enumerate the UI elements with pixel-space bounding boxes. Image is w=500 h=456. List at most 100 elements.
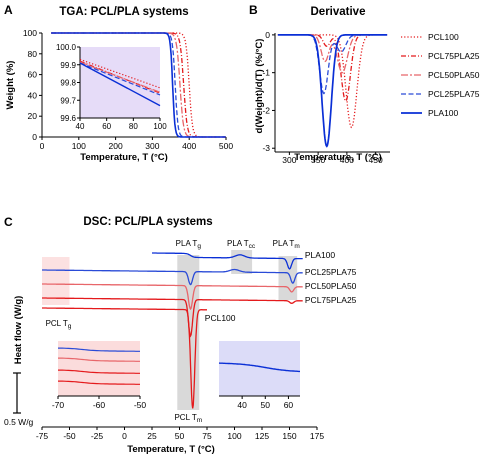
dsc-inset-right-series-PLA100 (218, 362, 300, 373)
legend-label-PCL25PLA75: PCL25PLA75 (428, 89, 480, 99)
scale-bar-label: 0.5 W/g (4, 417, 34, 427)
dsc-label-PCL25PLA75: PCL25PLA75 (305, 267, 357, 277)
panel-a-xtick-label: 200 (109, 141, 123, 151)
annotation-pla-tg: PLA Tg (176, 239, 202, 250)
panel-c-ylabel: Heat flow (W/g) (13, 296, 24, 365)
tga-inset-series-PCL100 (79, 58, 161, 89)
annotation-pcl-tm: PCL Tm (174, 413, 202, 424)
legend-label-PCL100: PCL100 (428, 32, 459, 42)
dsc-series-PCL50PLA50 (42, 283, 303, 311)
annotation-pcl-tg: PCL Tg (46, 319, 72, 330)
panel-b-legend: PCL100 PCL75PLA25 PCL50PLA50 PCL25PLA75 PLA1… (401, 32, 480, 118)
panel-c-xtick-label: 0 (122, 431, 127, 441)
dsc-inset-left-xtick-label: -70 (52, 400, 65, 410)
dsc-inset-right-xtick-label: 50 (261, 400, 271, 410)
dsc-series-PCL100 (42, 307, 207, 409)
tga-inset-ytick-label: 99.6 (60, 114, 76, 123)
panel-b-title: Derivative (311, 6, 366, 18)
panel-c-xtick-label: 25 (147, 431, 157, 441)
dsc-inset-left-series (58, 380, 140, 385)
dtg-series-PCL75PLA25 (277, 34, 388, 102)
dsc-label-PCL100: PCL100 (205, 313, 236, 323)
panel-a-title: TGA: PCL/PLA systems (59, 6, 188, 18)
tga-inset-ytick-label: 100.0 (56, 43, 77, 52)
tga-inset-xtick-label: 80 (129, 122, 138, 131)
panel-a-xtick-label: 400 (182, 141, 196, 151)
panel-c-xtick-label: -50 (63, 431, 76, 441)
dsc-inset-right-xtick-label: 60 (284, 400, 294, 410)
dsc-inset-right-xtick-label: 40 (237, 400, 247, 410)
panel-c-xtick-label: -25 (91, 431, 104, 441)
panel-b-series (277, 34, 388, 148)
tga-inset-series-PCL25PLA75 (79, 62, 161, 96)
tga-inset-xtick-label: 60 (102, 122, 111, 131)
annotation-pla-tm: PLA Tm (273, 239, 300, 250)
dsc-inset-left-series (58, 369, 140, 374)
dtg-series-PCL50PLA50 (277, 34, 388, 74)
pla-tm-band (278, 256, 298, 300)
dsc-inset-left-xtick-label: -60 (93, 400, 106, 410)
panel-a-xtick-label: 0 (40, 141, 45, 151)
panel-a-xlabel: Temperature, T (°C) (80, 152, 168, 163)
panel-a-xtick-label: 300 (145, 141, 159, 151)
dsc-inset-right-background (219, 341, 300, 396)
panel-c-xtick-label: 100 (227, 431, 241, 441)
panel-b-ytick-label: -2 (262, 105, 270, 115)
panel-c-xtick-label: 150 (282, 431, 296, 441)
panel-a-inset: 40 60 80 100 99.6 99.7 99.8 99.9 100.0 (56, 43, 167, 131)
panel-a-ytick-label: 100 (23, 28, 37, 38)
dsc-series-PCL75PLA25 (42, 297, 303, 338)
panel-c-xtick-label: 50 (175, 431, 185, 441)
panel-c-xtick-label: 75 (202, 431, 212, 441)
panel-b-xtick-label: 400 (340, 155, 354, 165)
panel-b-axes: 300 350 400 450 0 -1 -2 -3 (262, 30, 390, 165)
panel-a-ytick-label: 80 (28, 49, 38, 59)
tga-inset-xtick-label: 40 (76, 122, 85, 131)
dsc-series-PCL25PLA75 (42, 268, 303, 286)
dsc-series-PLA100 (152, 252, 303, 270)
panel-a-ytick-label: 60 (28, 70, 38, 80)
legend-label-PCL75PLA25: PCL75PLA25 (428, 51, 480, 61)
tga-series-PLA100 (51, 32, 226, 138)
tga-inset-ytick-label: 99.7 (60, 96, 76, 105)
panel-b-ytick-label: -1 (262, 68, 270, 78)
dsc-inset-left-series (58, 357, 140, 362)
pcl-tg-band (42, 257, 70, 305)
panel-a-ylabel: Weight (%) (5, 61, 16, 110)
panel-b-xtick-label: 450 (369, 155, 383, 165)
panel-b-label: B (249, 3, 258, 17)
tga-inset-ytick-label: 99.8 (60, 79, 76, 88)
dsc-label-PCL75PLA25: PCL75PLA25 (305, 295, 357, 305)
panel-c-annotations: PLA Tg PLA Tcc PLA Tm PCL Tg PCL Tm PCL100 (46, 239, 300, 424)
panel-c-title: DSC: PCL/PLA systems (83, 216, 212, 228)
panel-c-xlabel: Temperature, T (°C) (127, 444, 215, 455)
panel-b-xtick-label: 350 (311, 155, 325, 165)
panel-b-xtick-label: 300 (282, 155, 296, 165)
tga-inset-background (80, 47, 160, 118)
dsc-inset-left-series (58, 347, 140, 352)
tga-inset-series-PCL50PLA50 (79, 61, 161, 93)
panel-a-axes: 0 100 200 300 400 500 0 20 40 60 80 100 (23, 28, 234, 151)
panel-c-series: PLA100 PCL25PLA75 PCL50PLA50 PCL75PLA25 (42, 250, 357, 409)
dsc-inset-left-xtick-label: -50 (134, 400, 147, 410)
legend-label-PLA100: PLA100 (428, 108, 459, 118)
panel-b-ytick-label: -3 (262, 143, 270, 153)
panel-a-ytick-label: 40 (28, 90, 38, 100)
dtg-series-PLA100 (277, 34, 388, 148)
panel-c-xtick-label: 125 (255, 431, 269, 441)
dsc-inset-left-background (58, 341, 140, 396)
dsc-label-PCL50PLA50: PCL50PLA50 (305, 281, 357, 291)
tga-inset-xtick-label: 100 (153, 122, 167, 131)
dsc-label-PLA100: PLA100 (305, 250, 336, 260)
panel-a-ytick-label: 0 (32, 132, 37, 142)
panel-a-ytick-label: 20 (28, 111, 38, 121)
tga-inset-ytick-label: 99.9 (60, 61, 76, 70)
legend-label-PCL50PLA50: PCL50PLA50 (428, 70, 480, 80)
panel-a-series (51, 32, 226, 138)
panel-a-xtick-label: 100 (72, 141, 86, 151)
panel-b-ylabel: d(Weight)/d(T) (%/°C) (254, 39, 265, 134)
panel-b-xlabel: Temperature, T (°C) (294, 152, 382, 163)
pla-tcc-band (231, 250, 253, 274)
tga-inset-series-PLA100 (79, 62, 161, 107)
